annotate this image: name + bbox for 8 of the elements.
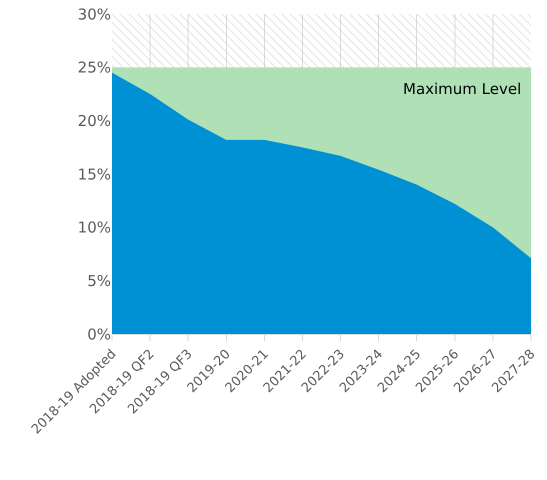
y-tick-label: 5%	[87, 272, 111, 290]
y-tick-label: 30%	[78, 5, 111, 24]
y-tick-label: 15%	[78, 165, 111, 184]
series-label: Maximum Level	[403, 80, 522, 98]
y-tick-label: 20%	[78, 112, 111, 130]
y-tick-label: 10%	[78, 218, 111, 237]
y-tick-label: 0%	[87, 325, 111, 344]
y-tick-label: 25%	[78, 58, 111, 77]
